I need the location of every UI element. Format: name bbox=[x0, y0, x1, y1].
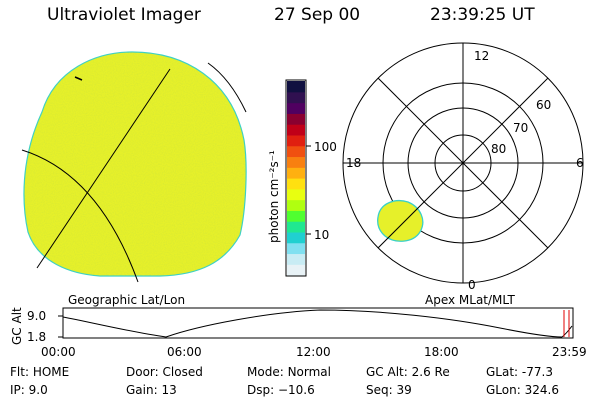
status-gcalt-key: GC Alt: bbox=[366, 365, 408, 379]
status-door-value: Closed bbox=[162, 365, 203, 379]
time-label: 23:39:25 UT bbox=[430, 5, 535, 25]
colorbar-label: photon cm⁻²s⁻¹ bbox=[267, 150, 281, 243]
status-glon: GLon: 324.6 bbox=[486, 384, 559, 396]
status-mode-value: Normal bbox=[287, 365, 331, 379]
altitude-xtick-1200: 12:00 bbox=[296, 345, 331, 359]
left-panel-label: Geographic Lat/Lon bbox=[68, 293, 186, 307]
colorbar-segment bbox=[287, 199, 305, 211]
status-dsp-value: −10.6 bbox=[277, 383, 315, 397]
status-seq-key: Seq: bbox=[366, 383, 393, 397]
altitude-xtick-2359: 23:59 bbox=[552, 345, 587, 359]
lat-label-70: 70 bbox=[513, 121, 529, 135]
colorbar-segment bbox=[287, 231, 305, 244]
colorbar-segment bbox=[287, 113, 305, 125]
status-flt-value: HOME bbox=[32, 365, 70, 379]
status-ip-key: IP: bbox=[10, 383, 25, 397]
colorbar-tick-10: 10 bbox=[314, 228, 330, 242]
status-glon-key: GLon: bbox=[486, 383, 521, 397]
polar-plot bbox=[342, 42, 584, 284]
status-glat: GLat: -77.3 bbox=[486, 366, 553, 378]
status-gain-value: 13 bbox=[161, 383, 177, 397]
colorbar-segment bbox=[287, 210, 305, 222]
status-door-key: Door: bbox=[126, 365, 159, 379]
status-flt-key: Flt: bbox=[10, 365, 29, 379]
altitude-xtick-0000: 00:00 bbox=[41, 345, 76, 359]
colorbar-segment bbox=[287, 134, 305, 147]
status-gain: Gain: 13 bbox=[126, 384, 177, 396]
status-dsp: Dsp: −10.6 bbox=[247, 384, 315, 396]
colorbar-segment bbox=[287, 253, 305, 265]
altitude-plot bbox=[58, 307, 574, 339]
status-dsp-key: Dsp: bbox=[247, 383, 275, 397]
colorbar-segment bbox=[287, 145, 305, 158]
colorbar-segment bbox=[287, 156, 305, 168]
status-glat-key: GLat: bbox=[486, 365, 519, 379]
colorbar-segment bbox=[287, 221, 305, 233]
altitude-xtick-1800: 18:00 bbox=[424, 345, 459, 359]
colorbar-segment bbox=[287, 91, 305, 104]
lat-label-60: 60 bbox=[536, 98, 552, 112]
altitude-ytick-9: 9.0 bbox=[27, 309, 47, 323]
colorbar-tick-100: 100 bbox=[314, 140, 337, 154]
status-gain-key: Gain: bbox=[126, 383, 158, 397]
status-ip-value: 9.0 bbox=[28, 383, 48, 397]
colorbar-segment bbox=[287, 264, 305, 276]
colorbar-segment bbox=[287, 124, 305, 136]
status-mode: Mode: Normal bbox=[247, 366, 331, 378]
status-glat-value: -77.3 bbox=[521, 365, 553, 379]
mlt-label-6: 6 bbox=[576, 156, 584, 170]
status-ip: IP: 9.0 bbox=[10, 384, 48, 396]
status-gcalt: GC Alt: 2.6 Re bbox=[366, 366, 450, 378]
colorbar-segment bbox=[287, 81, 305, 93]
status-gcalt-value: 2.6 Re bbox=[411, 365, 450, 379]
mlt-label-0: 0 bbox=[468, 278, 476, 292]
date-label: 27 Sep 00 bbox=[274, 5, 361, 25]
mlt-label-12: 12 bbox=[474, 49, 490, 63]
app-title: Ultraviolet Imager bbox=[47, 5, 201, 25]
colorbar-segment bbox=[287, 188, 305, 201]
status-seq: Seq: 39 bbox=[366, 384, 412, 396]
altitude-xtick-0600: 06:00 bbox=[167, 345, 202, 359]
altitude-ytick-1.8: 1.8 bbox=[27, 330, 47, 344]
mlt-label-18: 18 bbox=[346, 156, 362, 170]
status-flt: Flt: HOME bbox=[10, 366, 69, 378]
colorbar-segment bbox=[287, 167, 305, 179]
colorbar-segment bbox=[287, 178, 305, 190]
status-seq-value: 39 bbox=[396, 383, 412, 397]
colorbar bbox=[285, 79, 311, 277]
status-mode-key: Mode: bbox=[247, 365, 284, 379]
lat-label-80: 80 bbox=[491, 142, 507, 156]
altitude-ylabel: GC Alt bbox=[10, 307, 24, 345]
colorbar-segment bbox=[287, 242, 305, 255]
right-panel-label: Apex MLat/MLT bbox=[425, 293, 515, 307]
status-glon-value: 324.6 bbox=[524, 383, 559, 397]
geographic-image bbox=[21, 51, 247, 283]
colorbar-segment bbox=[287, 102, 305, 114]
status-door: Door: Closed bbox=[126, 366, 203, 378]
